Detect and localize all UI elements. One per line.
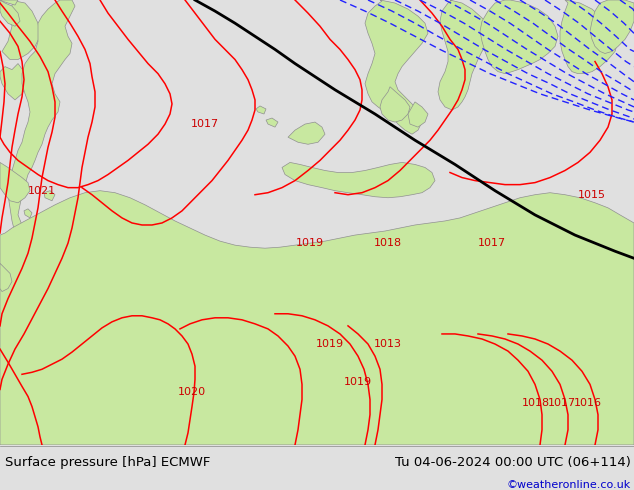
Text: 1019: 1019 bbox=[316, 339, 344, 349]
Polygon shape bbox=[8, 0, 75, 251]
Polygon shape bbox=[560, 0, 618, 74]
Text: 1017: 1017 bbox=[191, 119, 219, 129]
Polygon shape bbox=[0, 0, 18, 5]
Text: 1019: 1019 bbox=[344, 377, 372, 388]
Polygon shape bbox=[0, 162, 30, 203]
Polygon shape bbox=[282, 162, 435, 198]
Text: 1013: 1013 bbox=[374, 339, 402, 349]
Polygon shape bbox=[0, 191, 634, 445]
Text: 1018: 1018 bbox=[374, 238, 402, 248]
Text: Surface pressure [hPa] ECMWF: Surface pressure [hPa] ECMWF bbox=[5, 457, 210, 469]
Text: 1016: 1016 bbox=[574, 397, 602, 408]
Text: 1017: 1017 bbox=[478, 238, 506, 248]
Polygon shape bbox=[365, 0, 428, 134]
Polygon shape bbox=[266, 118, 278, 127]
Polygon shape bbox=[408, 102, 428, 127]
Polygon shape bbox=[288, 122, 325, 144]
Text: 1017: 1017 bbox=[548, 397, 576, 408]
Text: 1020: 1020 bbox=[178, 388, 206, 397]
Text: 1019: 1019 bbox=[296, 238, 324, 248]
Polygon shape bbox=[380, 87, 410, 122]
Polygon shape bbox=[0, 263, 12, 292]
Polygon shape bbox=[24, 209, 32, 218]
Text: ©weatheronline.co.uk: ©weatheronline.co.uk bbox=[507, 480, 631, 490]
Text: 1018: 1018 bbox=[522, 397, 550, 408]
Text: 1015: 1015 bbox=[578, 190, 606, 200]
Text: 1021: 1021 bbox=[28, 186, 56, 196]
Polygon shape bbox=[256, 106, 266, 114]
Polygon shape bbox=[590, 0, 634, 53]
Text: Tu 04-06-2024 00:00 UTC (06+114): Tu 04-06-2024 00:00 UTC (06+114) bbox=[395, 457, 631, 469]
Polygon shape bbox=[480, 0, 558, 74]
Polygon shape bbox=[438, 0, 492, 110]
Polygon shape bbox=[0, 64, 28, 100]
Polygon shape bbox=[0, 0, 20, 26]
Polygon shape bbox=[2, 1, 40, 59]
Polygon shape bbox=[44, 191, 55, 201]
